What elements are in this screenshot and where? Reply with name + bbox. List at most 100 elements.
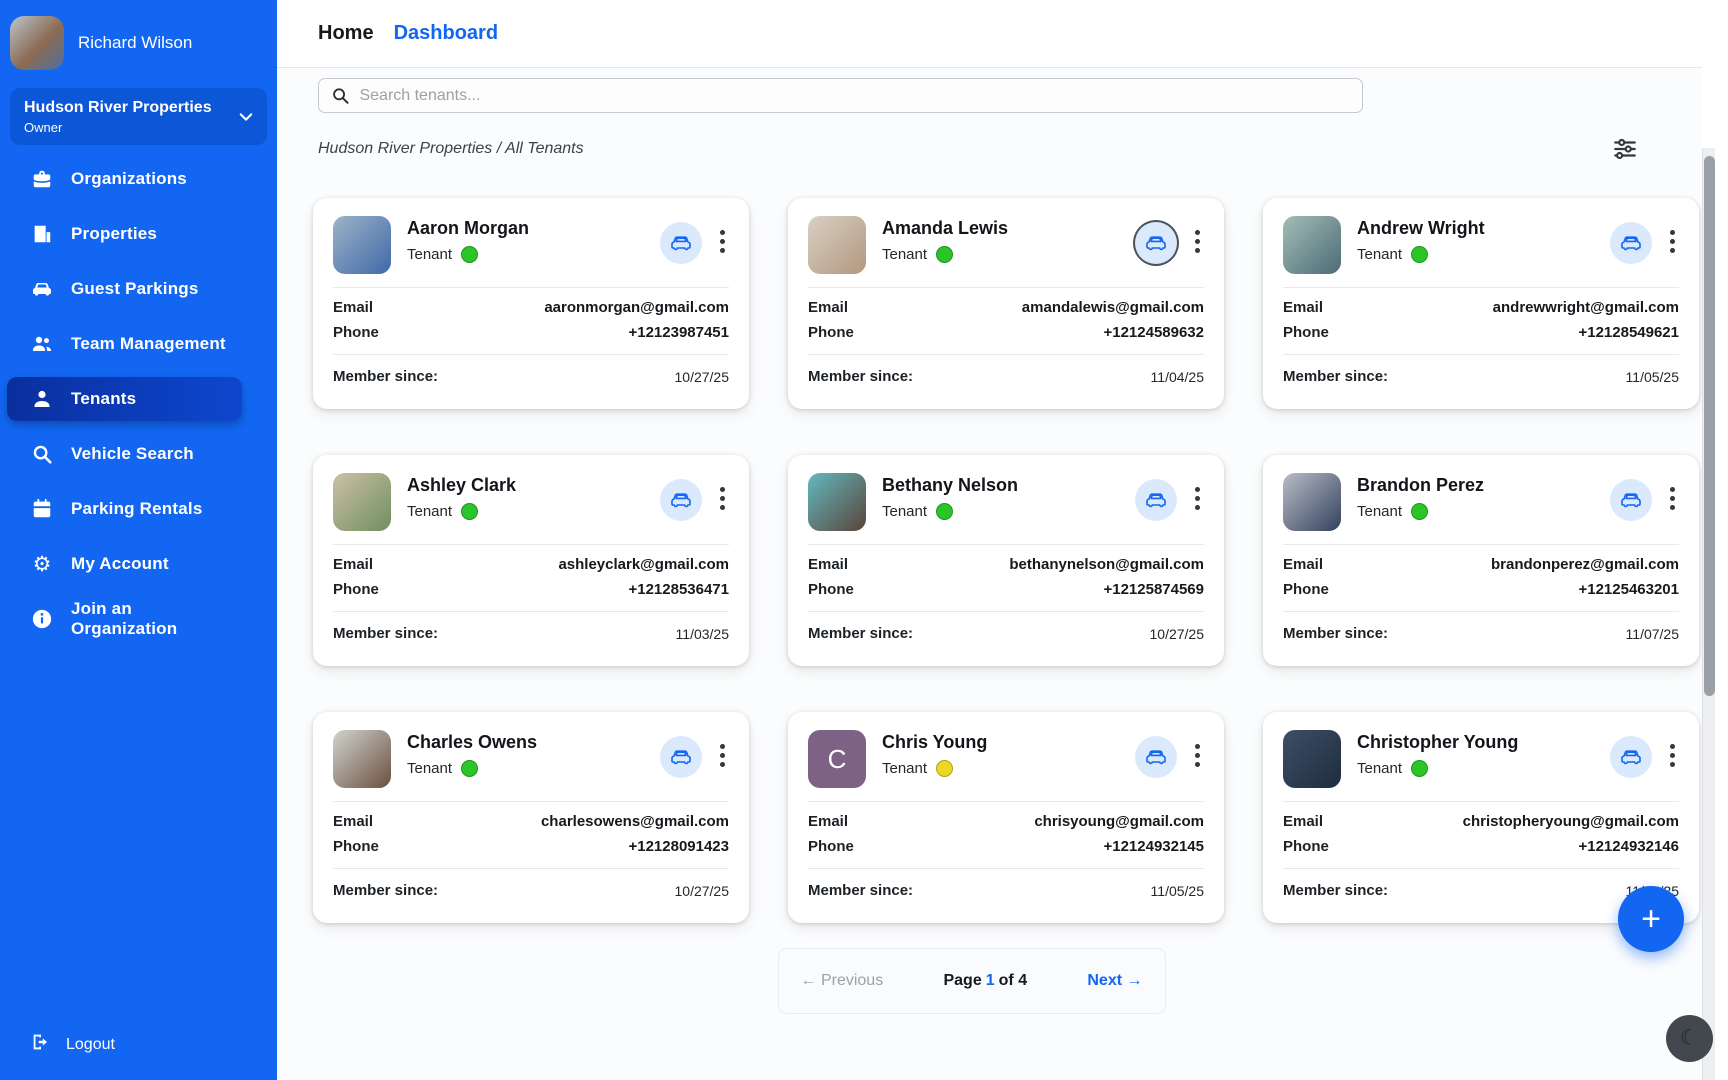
email-label: Email xyxy=(1283,556,1324,573)
sidebar-item-label: Organizations xyxy=(71,169,187,188)
more-options-button[interactable] xyxy=(1191,740,1204,771)
sidebar-item-my-account[interactable]: ⚙ My Account xyxy=(7,542,242,586)
more-options-button[interactable] xyxy=(1666,740,1679,771)
more-options-button[interactable] xyxy=(1191,226,1204,257)
email-label: Email xyxy=(808,556,849,573)
divider xyxy=(333,868,729,869)
vehicle-button[interactable] xyxy=(1610,736,1652,778)
car-icon xyxy=(1621,236,1641,251)
tenant-card: Amanda Lewis Tenant Email amandalewis@gm… xyxy=(788,198,1224,409)
tenant-name: Aaron Morgan xyxy=(407,218,530,238)
briefcase-icon xyxy=(30,167,54,191)
scrollbar-thumb[interactable] xyxy=(1704,156,1715,696)
email-value: chrisyoung@gmail.com xyxy=(1034,813,1204,830)
phone-label: Phone xyxy=(808,838,854,855)
scrollbar-track[interactable] xyxy=(1702,148,1715,1080)
tenant-role-label: Tenant xyxy=(407,246,453,263)
member-since-value: 10/27/25 xyxy=(1149,625,1205,642)
more-options-button[interactable] xyxy=(1666,226,1679,257)
moon-icon: ☾ xyxy=(1679,1026,1700,1051)
tenant-card: Ashley Clark Tenant Email ashleyclark@gm… xyxy=(313,455,749,666)
organization-selector[interactable]: Hudson River Properties Owner xyxy=(10,88,267,145)
breadcrumb-path: Hudson River Properties / All Tenants xyxy=(318,140,584,157)
vehicle-button[interactable] xyxy=(1135,222,1177,264)
vehicle-button[interactable] xyxy=(1610,222,1652,264)
tenant-avatar xyxy=(333,473,391,531)
tenant-card: Christopher Young Tenant Email christoph… xyxy=(1263,712,1699,923)
tenant-name: Chris Young xyxy=(882,732,988,752)
vehicle-button[interactable] xyxy=(1610,479,1652,521)
divider xyxy=(1283,287,1679,288)
tenant-role-label: Tenant xyxy=(882,246,928,263)
more-options-button[interactable] xyxy=(1666,483,1679,514)
phone-value: +12124932146 xyxy=(1578,838,1679,855)
sidebar: Richard Wilson Hudson River Properties O… xyxy=(0,0,277,1080)
phone-label: Phone xyxy=(1283,838,1329,855)
sidebar-item-vehicle-search[interactable]: Vehicle Search xyxy=(7,432,242,476)
next-page-button[interactable]: Next → xyxy=(1087,972,1143,989)
divider xyxy=(1283,801,1679,802)
phone-label: Phone xyxy=(1283,324,1329,341)
vehicle-button[interactable] xyxy=(660,479,702,521)
tenant-card: C Chris Young Tenant Email chrisyoung@gm… xyxy=(788,712,1224,923)
member-since-label: Member since: xyxy=(808,625,914,642)
member-since-label: Member since: xyxy=(808,368,914,385)
divider xyxy=(808,801,1204,802)
tenant-name: Brandon Perez xyxy=(1357,475,1485,495)
phone-value: +12128091423 xyxy=(628,838,729,855)
previous-page-button[interactable]: ← Previous xyxy=(800,972,884,989)
logout-button[interactable]: Logout xyxy=(30,1031,115,1058)
tenant-name: Andrew Wright xyxy=(1357,218,1485,238)
pagination: ← Previous Page 1 of 4 Next → xyxy=(777,948,1166,1014)
divider xyxy=(808,544,1204,545)
sidebar-item-tenants[interactable]: Tenants xyxy=(7,377,242,421)
breadcrumb-dashboard[interactable]: Dashboard xyxy=(393,22,499,44)
more-options-button[interactable] xyxy=(716,740,729,771)
sidebar-item-guest-parkings[interactable]: Guest Parkings xyxy=(7,267,242,311)
sidebar-item-organizations[interactable]: Organizations xyxy=(7,157,242,201)
email-value: charlesowens@gmail.com xyxy=(540,813,729,830)
search-input[interactable] xyxy=(359,86,1350,105)
tenant-avatar xyxy=(1283,473,1341,531)
user-avatar xyxy=(10,16,64,70)
car-icon xyxy=(671,493,691,508)
add-tenant-fab[interactable]: + xyxy=(1618,886,1684,952)
car-icon xyxy=(671,750,691,765)
sidebar-item-team-management[interactable]: Team Management xyxy=(7,322,242,366)
vehicle-button[interactable] xyxy=(660,222,702,264)
sidebar-item-label: Vehicle Search xyxy=(71,444,194,463)
dark-mode-toggle[interactable]: ☾ xyxy=(1666,1015,1713,1062)
more-options-button[interactable] xyxy=(1191,483,1204,514)
filter-sliders-icon[interactable] xyxy=(1610,134,1640,164)
sidebar-item-properties[interactable]: Properties xyxy=(7,212,242,256)
sidebar-item-join-organization[interactable]: Join an Organization xyxy=(7,597,242,641)
tenant-card: Aaron Morgan Tenant Email aaronmorgan@gm… xyxy=(313,198,749,409)
vehicle-button[interactable] xyxy=(1135,736,1177,778)
member-since-value: 11/03/25 xyxy=(675,625,729,642)
phone-value: +12125874569 xyxy=(1103,581,1204,598)
more-options-button[interactable] xyxy=(716,483,729,514)
vehicle-button[interactable] xyxy=(660,736,702,778)
tenant-role-label: Tenant xyxy=(882,503,928,520)
more-options-button[interactable] xyxy=(716,226,729,257)
email-value: christopheryoung@gmail.com xyxy=(1462,813,1679,830)
divider xyxy=(333,287,729,288)
divider xyxy=(333,611,729,612)
status-dot xyxy=(936,503,954,520)
tenant-avatar xyxy=(1283,216,1341,274)
vehicle-button[interactable] xyxy=(1135,479,1177,521)
user-profile[interactable]: Richard Wilson xyxy=(0,0,277,84)
page-indicator: Page 1 of 4 xyxy=(943,972,1028,989)
member-since-value: 11/05/25 xyxy=(1625,368,1679,385)
phone-value: +12124589632 xyxy=(1103,324,1204,341)
search-icon xyxy=(333,88,349,104)
search-bar xyxy=(318,78,1363,113)
email-label: Email xyxy=(1283,299,1324,316)
tenant-name: Charles Owens xyxy=(407,732,538,752)
member-since-value: 11/05/25 xyxy=(1150,882,1204,899)
member-since-label: Member since: xyxy=(333,368,439,385)
divider xyxy=(333,544,729,545)
sidebar-item-parking-rentals[interactable]: Parking Rentals xyxy=(7,487,242,531)
logout-label: Logout xyxy=(66,1035,115,1053)
divider xyxy=(1283,611,1679,612)
